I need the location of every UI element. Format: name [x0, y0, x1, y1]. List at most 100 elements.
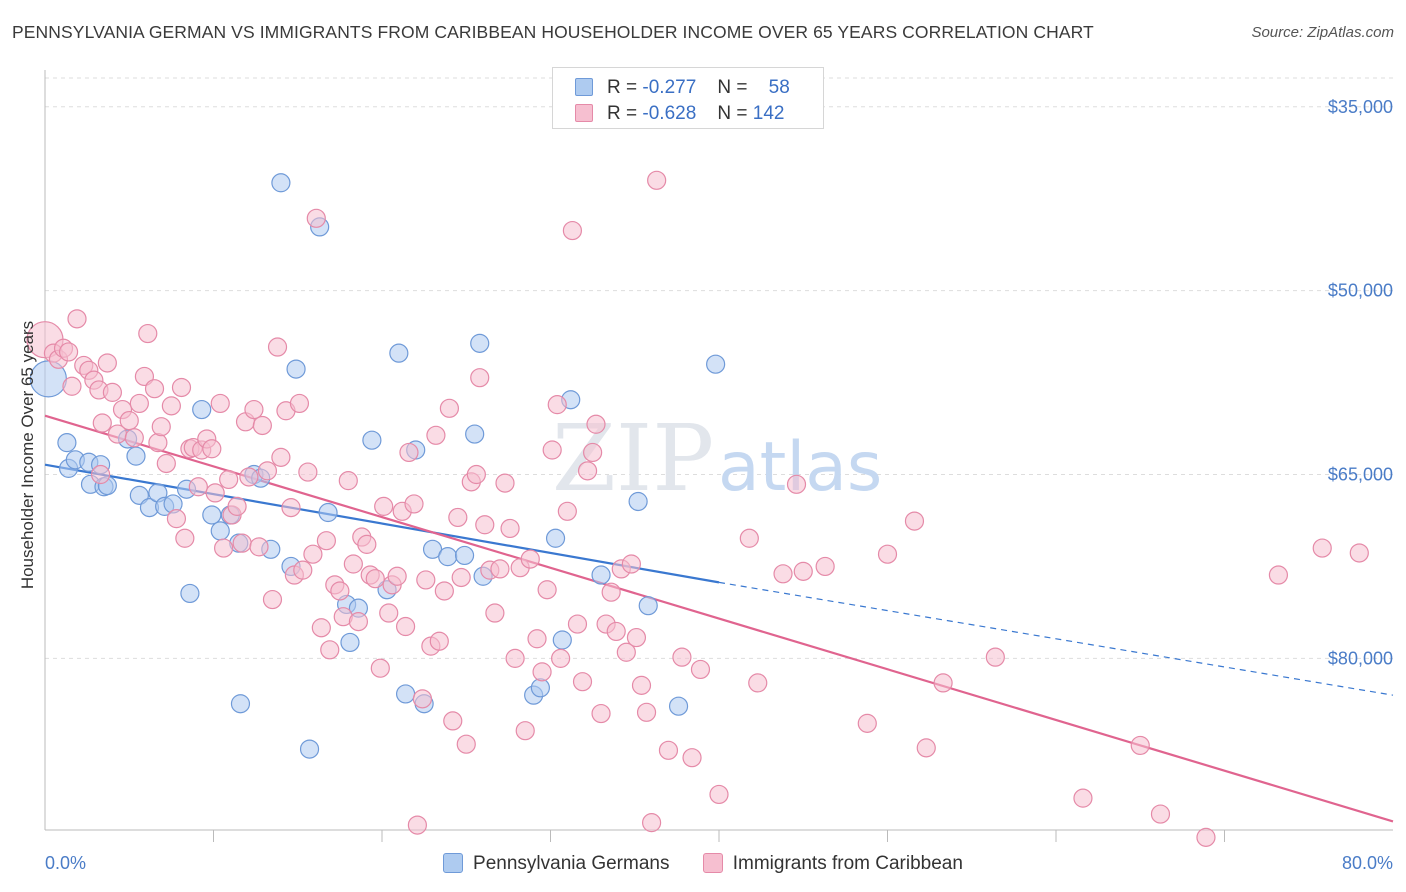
point-immigrants-from-caribbean[interactable] — [306, 208, 326, 228]
point-immigrants-from-caribbean[interactable] — [379, 603, 399, 623]
point-pennsylvania-germans[interactable] — [454, 545, 475, 566]
point-immigrants-from-caribbean[interactable] — [92, 413, 112, 433]
point-immigrants-from-caribbean[interactable] — [448, 507, 468, 528]
point-immigrants-from-caribbean[interactable] — [330, 581, 350, 601]
point-immigrants-from-caribbean[interactable] — [156, 453, 176, 474]
point-immigrants-from-caribbean[interactable] — [249, 537, 269, 557]
point-pennsylvania-germans[interactable] — [340, 632, 360, 653]
point-immigrants-from-caribbean[interactable] — [289, 393, 310, 414]
point-pennsylvania-germans[interactable] — [706, 354, 726, 374]
point-immigrants-from-caribbean[interactable] — [357, 534, 377, 554]
point-immigrants-from-caribbean[interactable] — [257, 461, 278, 481]
point-immigrants-from-caribbean[interactable] — [399, 442, 419, 463]
point-immigrants-from-caribbean[interactable] — [606, 621, 626, 642]
point-immigrants-from-caribbean[interactable] — [515, 721, 535, 741]
point-pennsylvania-germans[interactable] — [210, 521, 230, 541]
point-pennsylvania-germans[interactable] — [465, 424, 485, 444]
point-immigrants-from-caribbean[interactable] — [214, 538, 234, 558]
point-immigrants-from-caribbean[interactable] — [62, 376, 82, 396]
point-immigrants-from-caribbean[interactable] — [601, 582, 621, 602]
point-immigrants-from-caribbean[interactable] — [202, 439, 222, 459]
point-pennsylvania-germans[interactable] — [552, 630, 572, 650]
point-pennsylvania-germans[interactable] — [57, 433, 77, 453]
point-immigrants-from-caribbean[interactable] — [1130, 735, 1150, 756]
point-immigrants-from-caribbean[interactable] — [205, 483, 225, 503]
point-immigrants-from-caribbean[interactable] — [621, 554, 641, 574]
point-immigrants-from-caribbean[interactable] — [175, 528, 195, 548]
point-immigrants-from-caribbean[interactable] — [527, 629, 547, 649]
point-immigrants-from-caribbean[interactable] — [434, 581, 454, 601]
point-immigrants-from-caribbean[interactable] — [365, 569, 385, 589]
point-immigrants-from-caribbean[interactable] — [933, 673, 953, 693]
point-pennsylvania-germans[interactable] — [192, 399, 212, 420]
point-immigrants-from-caribbean[interactable] — [562, 220, 583, 241]
point-pennsylvania-germans[interactable] — [545, 528, 566, 548]
point-immigrants-from-caribbean[interactable] — [320, 640, 340, 660]
point-immigrants-from-caribbean[interactable] — [520, 549, 540, 569]
point-immigrants-from-caribbean[interactable] — [138, 323, 158, 344]
point-immigrants-from-caribbean[interactable] — [682, 748, 702, 768]
point-immigrants-from-caribbean[interactable] — [904, 511, 925, 531]
point-immigrants-from-caribbean[interactable] — [298, 462, 318, 482]
point-immigrants-from-caribbean[interactable] — [144, 379, 165, 399]
point-pennsylvania-germans[interactable] — [470, 333, 490, 353]
point-immigrants-from-caribbean[interactable] — [557, 501, 577, 521]
point-immigrants-from-caribbean[interactable] — [815, 556, 835, 577]
point-immigrants-from-caribbean[interactable] — [429, 631, 449, 651]
point-immigrants-from-caribbean[interactable] — [466, 464, 486, 485]
point-immigrants-from-caribbean[interactable] — [591, 703, 611, 724]
point-immigrants-from-caribbean[interactable] — [239, 467, 259, 487]
point-immigrants-from-caribbean[interactable] — [102, 382, 123, 402]
point-immigrants-from-caribbean[interactable] — [161, 396, 181, 416]
point-immigrants-from-caribbean[interactable] — [647, 170, 667, 190]
point-immigrants-from-caribbean[interactable] — [490, 559, 510, 579]
point-immigrants-from-caribbean[interactable] — [1349, 543, 1369, 563]
point-immigrants-from-caribbean[interactable] — [227, 496, 247, 516]
point-immigrants-from-caribbean[interactable] — [451, 567, 471, 588]
point-pennsylvania-germans[interactable] — [202, 505, 222, 525]
point-immigrants-from-caribbean[interactable] — [67, 309, 87, 329]
point-immigrants-from-caribbean[interactable] — [338, 471, 358, 491]
point-immigrants-from-caribbean[interactable] — [672, 647, 692, 667]
point-immigrants-from-caribbean[interactable] — [1312, 538, 1332, 558]
point-pennsylvania-germans[interactable] — [299, 739, 320, 759]
point-immigrants-from-caribbean[interactable] — [1150, 804, 1171, 824]
point-immigrants-from-caribbean[interactable] — [456, 734, 476, 754]
point-immigrants-from-caribbean[interactable] — [572, 672, 593, 692]
point-immigrants-from-caribbean[interactable] — [348, 612, 369, 632]
point-immigrants-from-caribbean[interactable] — [119, 410, 139, 431]
point-immigrants-from-caribbean[interactable] — [171, 377, 192, 398]
point-pennsylvania-germans[interactable] — [230, 694, 251, 714]
point-pennsylvania-germans[interactable] — [362, 430, 382, 450]
point-immigrants-from-caribbean[interactable] — [877, 544, 898, 564]
point-immigrants-from-caribbean[interactable] — [631, 675, 652, 695]
point-immigrants-from-caribbean[interactable] — [470, 368, 490, 388]
point-immigrants-from-caribbean[interactable] — [129, 393, 149, 414]
point-immigrants-from-caribbean[interactable] — [416, 570, 436, 590]
point-immigrants-from-caribbean[interactable] — [343, 554, 363, 574]
point-immigrants-from-caribbean[interactable] — [636, 702, 657, 722]
point-immigrants-from-caribbean[interactable] — [395, 616, 416, 637]
point-immigrants-from-caribbean[interactable] — [387, 566, 407, 586]
point-immigrants-from-caribbean[interactable] — [793, 561, 813, 581]
point-immigrants-from-caribbean[interactable] — [443, 711, 463, 731]
point-immigrants-from-caribbean[interactable] — [210, 393, 230, 414]
point-immigrants-from-caribbean[interactable] — [311, 618, 331, 638]
point-immigrants-from-caribbean[interactable] — [586, 414, 606, 434]
point-immigrants-from-caribbean[interactable] — [412, 689, 433, 709]
point-immigrants-from-caribbean[interactable] — [97, 353, 117, 373]
point-immigrants-from-caribbean[interactable] — [857, 713, 877, 733]
point-immigrants-from-caribbean[interactable] — [567, 614, 588, 634]
point-immigrants-from-caribbean[interactable] — [303, 544, 323, 564]
point-immigrants-from-caribbean[interactable] — [91, 464, 111, 485]
point-immigrants-from-caribbean[interactable] — [407, 815, 427, 835]
point-immigrants-from-caribbean[interactable] — [426, 425, 446, 445]
point-immigrants-from-caribbean[interactable] — [475, 515, 495, 535]
point-immigrants-from-caribbean[interactable] — [537, 580, 557, 600]
point-pennsylvania-germans[interactable] — [318, 502, 338, 523]
point-immigrants-from-caribbean[interactable] — [281, 498, 301, 518]
point-pennsylvania-germans[interactable] — [638, 596, 658, 616]
point-immigrants-from-caribbean[interactable] — [505, 648, 525, 668]
point-immigrants-from-caribbean[interactable] — [626, 627, 647, 648]
legend-item-immigrants-from-caribbean[interactable]: Immigrants from Caribbean — [702, 853, 963, 875]
